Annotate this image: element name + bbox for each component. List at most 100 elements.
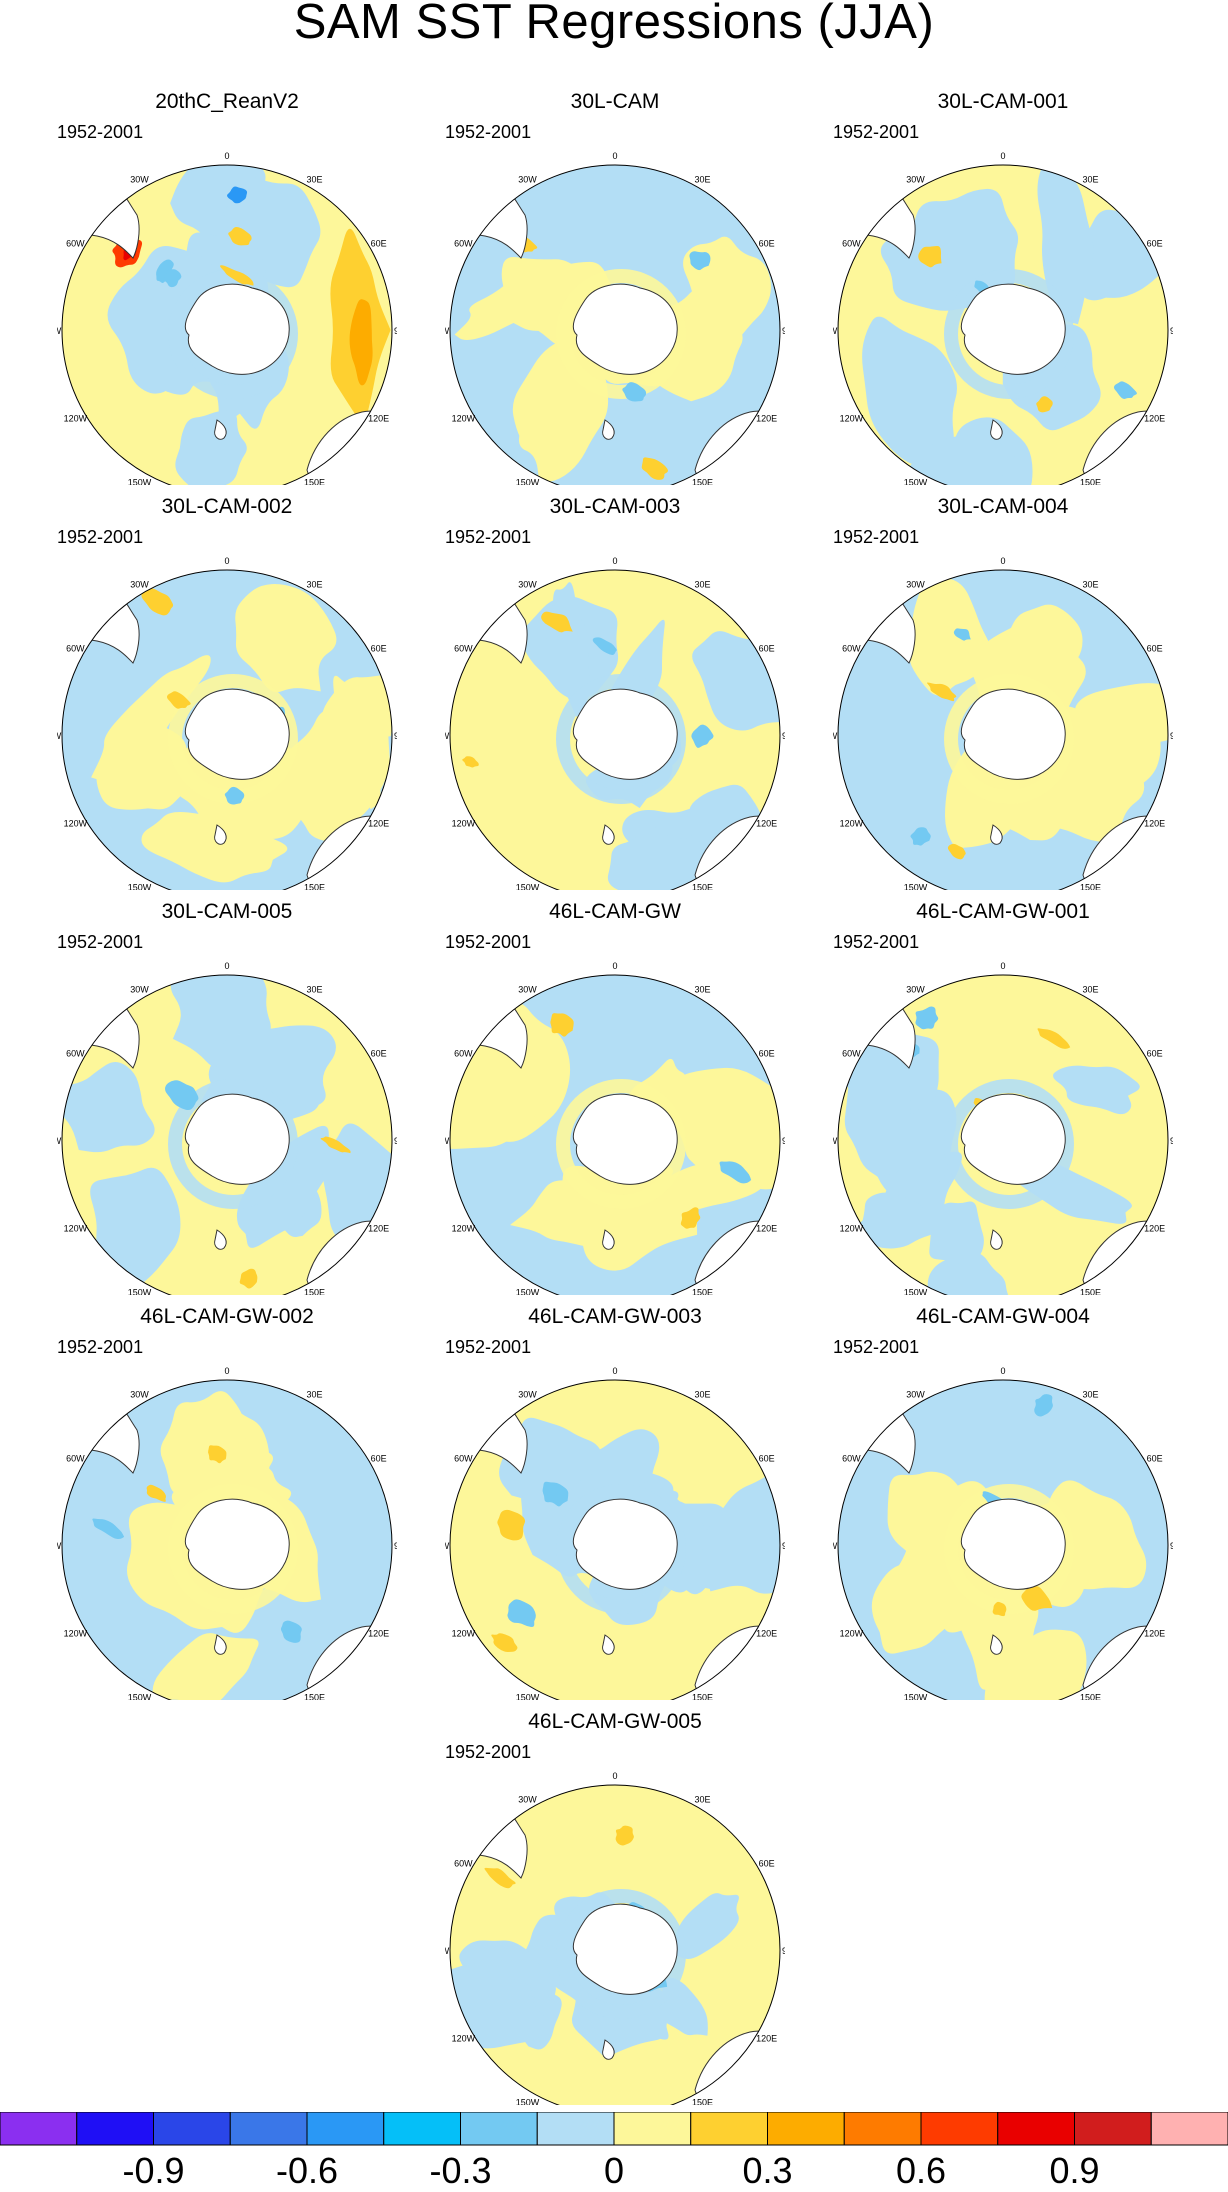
longitude-label: 0 xyxy=(224,556,229,566)
anomaly-spot xyxy=(146,1484,167,1502)
circumpolar-band xyxy=(556,1484,686,1614)
anomaly-region xyxy=(175,410,247,485)
circumpolar-band xyxy=(944,674,1074,804)
longitude-label: 90W xyxy=(57,731,62,741)
map-panel: 30L-CAM-0031952-2001030E60E90E120E150E18… xyxy=(445,495,785,890)
map-panel: 30L-CAM-0021952-2001030E60E90E120E150E18… xyxy=(57,495,397,890)
colorbar-swatch xyxy=(920,2112,999,2146)
longitude-label: 120E xyxy=(756,2034,777,2044)
anomaly-spot xyxy=(224,786,245,805)
longitude-label: 60E xyxy=(1147,239,1163,249)
map-panel: 46L-CAM-GW1952-2001030E60E90E120E150E180… xyxy=(445,900,785,1295)
circumpolar-band xyxy=(168,1079,298,1209)
anomaly-spot xyxy=(320,1136,351,1154)
anomaly-spot xyxy=(542,1481,569,1507)
anomaly-spot xyxy=(592,637,617,655)
longitude-label: 60E xyxy=(1147,644,1163,654)
colorbar-swatch xyxy=(76,2112,154,2146)
anomaly-region xyxy=(450,1963,553,2049)
antarctica-landmass xyxy=(184,283,290,375)
longitude-label: 150E xyxy=(692,1288,713,1295)
new-zealand-landmass xyxy=(602,1229,615,1250)
antarctica-landmass xyxy=(184,1498,290,1590)
anomaly-spot xyxy=(927,682,957,702)
longitude-label: 30W xyxy=(130,1389,149,1399)
longitude-label: 90W xyxy=(445,1946,450,1956)
anomaly-spot xyxy=(239,1268,258,1289)
new-zealand-landmass xyxy=(602,2039,615,2060)
sst-field xyxy=(450,570,780,890)
anomaly-region xyxy=(160,1391,246,1500)
longitude-label: 0 xyxy=(612,1366,617,1376)
panel-period: 1952-2001 xyxy=(833,1337,920,1357)
anomaly-spot xyxy=(918,245,942,268)
longitude-label: 90W xyxy=(833,1541,838,1551)
longitude-label: 120E xyxy=(368,414,389,424)
colorbar-swatch xyxy=(843,2112,922,2146)
map-panel: 46L-CAM-GW-004 1952-2001 0 30E 60E 90E 120E 150… xyxy=(833,1305,1173,1700)
longitude-label: 30E xyxy=(694,1794,710,1804)
longitude-label: 90E xyxy=(782,326,785,336)
longitude-label: 60E xyxy=(759,239,775,249)
longitude-label: 120W xyxy=(64,819,88,829)
longitude-label: 90E xyxy=(782,731,785,741)
anomaly-spot xyxy=(208,1445,227,1464)
longitude-label: 120W xyxy=(452,1224,476,1234)
anomaly-spot xyxy=(1113,381,1137,399)
anomaly-region xyxy=(702,1465,780,1594)
longitude-label: 90E xyxy=(782,1946,785,1956)
longitude-label: 150E xyxy=(1080,1288,1101,1295)
longitude-label: 150E xyxy=(304,478,325,485)
anomaly-spot xyxy=(227,186,248,204)
new-zealand-landmass xyxy=(602,824,615,845)
anomaly-region xyxy=(236,1125,335,1248)
longitude-label: 30E xyxy=(694,984,710,994)
panel-period: 1952-2001 xyxy=(445,1337,532,1357)
longitude-label: 120W xyxy=(64,1629,88,1639)
longitude-label: 90E xyxy=(1170,1136,1173,1146)
longitude-label: 150W xyxy=(904,1693,928,1700)
colorbar-tick-label: 0.3 xyxy=(742,2150,793,2191)
map-boundary xyxy=(61,974,393,1295)
longitude-label: 60E xyxy=(1147,1454,1163,1464)
longitude-label: 150W xyxy=(516,1288,540,1295)
longitude-label: 150E xyxy=(692,1693,713,1700)
longitude-label: 0 xyxy=(224,961,229,971)
map-boundary xyxy=(449,1379,781,1700)
colorbar-tick-label: -0.9 xyxy=(122,2150,185,2191)
longitude-label: 150E xyxy=(1080,1693,1101,1700)
map-boundary xyxy=(61,569,393,890)
longitude-label: 120E xyxy=(756,1224,777,1234)
circumpolar-band xyxy=(944,1484,1074,1614)
longitude-label: 90E xyxy=(782,1136,785,1146)
new-zealand-landmass xyxy=(602,419,615,440)
anomaly-spot xyxy=(280,1620,302,1643)
longitude-label: 60W xyxy=(66,239,85,249)
antarctica-landmass xyxy=(960,1498,1066,1590)
map-boundary xyxy=(449,164,781,485)
polar-stereographic-map: 030E60E90E120E150E180150W120W90W60W30W xyxy=(833,556,1173,890)
colorbar-swatch xyxy=(1074,2112,1152,2146)
panel-title: 46L-CAM-GW-004 xyxy=(916,1305,1090,1328)
sst-field xyxy=(450,975,780,1295)
panel-title: 30L-CAM-004 xyxy=(937,495,1069,518)
longitude-label: 60E xyxy=(759,1049,775,1059)
panel-period: 1952-2001 xyxy=(833,932,920,952)
longitude-label: 90W xyxy=(57,1541,62,1551)
sst-field xyxy=(450,1785,780,2105)
longitude-label: 120E xyxy=(1144,1224,1165,1234)
longitude-label: 30E xyxy=(1082,174,1098,184)
longitude-label: 120W xyxy=(452,1629,476,1639)
panel-title: 30L-CAM-001 xyxy=(937,90,1069,113)
anomaly-spot xyxy=(1036,396,1053,413)
antarctica-landmass xyxy=(184,1093,290,1185)
anomaly-region xyxy=(671,1893,739,1959)
longitude-label: 30W xyxy=(518,984,537,994)
longitude-label: 60W xyxy=(842,1454,861,1464)
anomaly-spot xyxy=(691,724,714,748)
longitude-label: 120E xyxy=(1144,819,1165,829)
longitude-label: 150E xyxy=(1080,883,1101,890)
panel-period: 1952-2001 xyxy=(445,1742,532,1762)
anomaly-region xyxy=(644,1153,780,1216)
sst-field xyxy=(450,1380,780,1700)
